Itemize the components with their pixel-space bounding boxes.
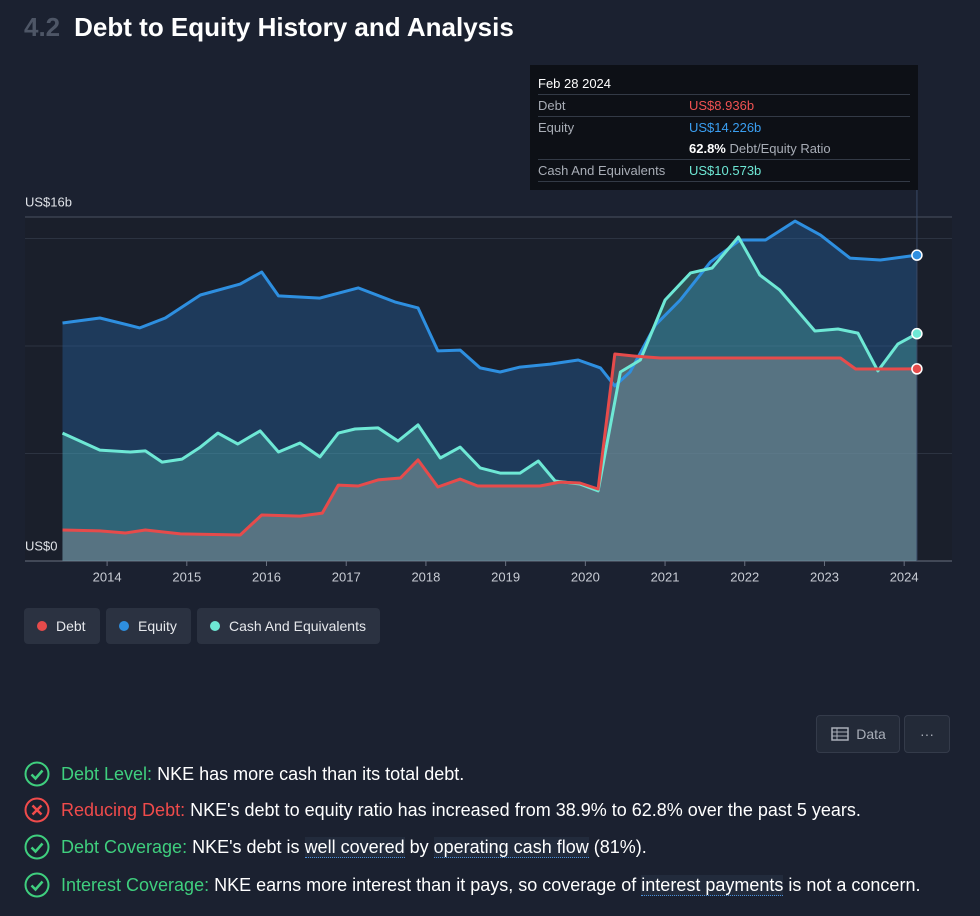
hover-point: [911, 327, 923, 340]
legend-item[interactable]: Debt: [24, 608, 100, 644]
series-line: [61, 235, 918, 493]
hover-point: [911, 363, 923, 375]
y-tick-label: US$16b: [25, 194, 72, 209]
x-tick-label: 2018: [411, 569, 440, 584]
tooltip-date: Feb 28 2024: [538, 73, 910, 95]
table-icon: [831, 727, 849, 741]
legend-label: Cash And Equivalents: [229, 618, 366, 634]
analysis-link[interactable]: interest payments: [641, 875, 784, 896]
analysis-label: Debt Level:: [61, 764, 153, 784]
tooltip-row: Equity US$14.226b: [538, 117, 910, 138]
x-tick-label: 2024: [890, 569, 919, 584]
analysis-text: NKE's debt is: [187, 837, 305, 857]
x-tick-label: 2023: [810, 569, 839, 584]
analysis-label: Reducing Debt:: [61, 800, 186, 820]
analysis-text: is not a concern.: [783, 875, 921, 895]
section-title: Debt to Equity History and Analysis: [74, 12, 514, 42]
x-tick-label: 2020: [571, 569, 600, 584]
fail-icon: [24, 797, 50, 823]
analysis-text: NKE's debt to equity ratio has increased…: [185, 800, 861, 820]
tooltip-row: 62.8% Debt/Equity Ratio: [538, 138, 910, 160]
legend-swatch: [119, 621, 129, 631]
x-tick-label: 2015: [172, 569, 201, 584]
legend-label: Debt: [56, 618, 86, 634]
analysis-label: Interest Coverage:: [61, 875, 210, 895]
analysis-text: (81%).: [588, 837, 647, 857]
tooltip-value: US$14.226b: [689, 120, 762, 135]
hover-point: [911, 249, 923, 261]
header: 4.2 Debt to Equity History and Analysis: [24, 12, 514, 43]
tooltip: Feb 28 2024 Debt US$8.936b Equity US$14.22…: [530, 65, 918, 190]
tooltip-row: Debt US$8.936b: [538, 95, 910, 117]
series-line: [62, 352, 917, 537]
analysis-text: NKE has more cash than its total debt.: [152, 764, 465, 784]
tooltip-value: US$10.573b: [689, 163, 762, 178]
analysis-label: Debt Coverage:: [61, 837, 188, 857]
tooltip-label: Debt: [538, 98, 566, 113]
pass-icon: [24, 834, 50, 860]
analysis-link[interactable]: well covered: [304, 837, 405, 858]
pass-icon: [24, 761, 50, 787]
series-line: [62, 219, 918, 388]
legend-swatch: [210, 621, 220, 631]
chart: US$0 US$16b 2014 2015 2016 2017 2018 2019 2020 20…: [25, 190, 952, 584]
section-number: 4.2: [24, 12, 61, 42]
more-button[interactable]: ···: [904, 715, 950, 753]
x-tick-label: 2019: [491, 569, 520, 584]
legend-item[interactable]: Equity: [106, 608, 191, 644]
x-tick-label: 2017: [332, 569, 361, 584]
ratio-value: 62.8%: [689, 141, 726, 156]
analysis-link[interactable]: operating cash flow: [433, 837, 589, 858]
tooltip-row: Cash And Equivalents US$10.573b: [538, 160, 910, 182]
data-label: Data: [856, 726, 886, 742]
tooltip-ratio: 62.8% Debt/Equity Ratio: [689, 138, 831, 159]
tooltip-label: Equity: [538, 120, 575, 135]
pass-icon: [24, 872, 50, 898]
tooltip-label: Cash And Equivalents: [538, 163, 666, 178]
analysis-text: NKE earns more interest than it pays, so…: [209, 875, 642, 895]
x-tick-label: 2021: [651, 569, 680, 584]
data-button[interactable]: Data: [816, 715, 900, 753]
tooltip-value: US$8.936b: [689, 98, 755, 113]
x-tick-label: 2014: [93, 569, 122, 584]
legend-item[interactable]: Cash And Equivalents: [197, 608, 380, 644]
legend-label: Equity: [138, 618, 177, 634]
more-label: ···: [920, 726, 934, 742]
x-tick-label: 2022: [730, 569, 759, 584]
legend-swatch: [37, 621, 47, 631]
analysis-text: by: [404, 837, 434, 857]
y-tick-label: US$0: [25, 538, 58, 553]
x-tick-label: 2016: [252, 569, 281, 584]
series-area: [62, 354, 917, 561]
ratio-label: Debt/Equity Ratio: [729, 141, 831, 156]
